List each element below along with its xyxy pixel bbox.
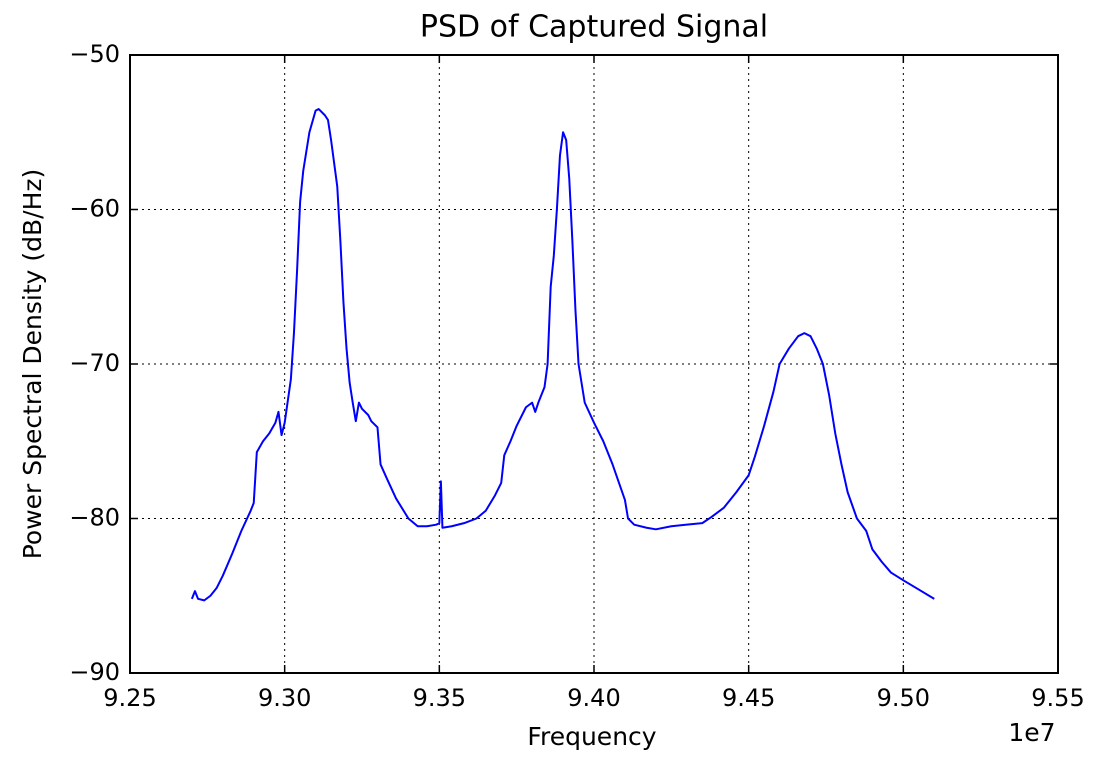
x-axis-label: Frequency bbox=[527, 722, 656, 751]
x-tick-label: 9.50 bbox=[877, 684, 930, 712]
y-tick-label: −60 bbox=[69, 195, 120, 223]
y-axis-label: Power Spectral Density (dB/Hz) bbox=[18, 169, 47, 560]
chart-title: PSD of Captured Signal bbox=[420, 10, 768, 45]
y-tick-label: −50 bbox=[69, 40, 120, 68]
y-tick-label: −80 bbox=[69, 504, 120, 532]
x-tick-label: 9.40 bbox=[567, 684, 620, 712]
x-tick-label: 9.55 bbox=[1031, 684, 1084, 712]
x-tick-label: 9.30 bbox=[258, 684, 311, 712]
plot-frame bbox=[129, 54, 1059, 674]
x-offset-label: 1e7 bbox=[1008, 718, 1055, 747]
y-tick-label: −90 bbox=[69, 658, 120, 686]
x-tick-label: 9.45 bbox=[722, 684, 775, 712]
y-tick-label: −70 bbox=[69, 349, 120, 377]
line bbox=[190, 108, 935, 602]
x-tick-label: 9.25 bbox=[103, 684, 156, 712]
x-tick-label: 9.35 bbox=[413, 684, 466, 712]
